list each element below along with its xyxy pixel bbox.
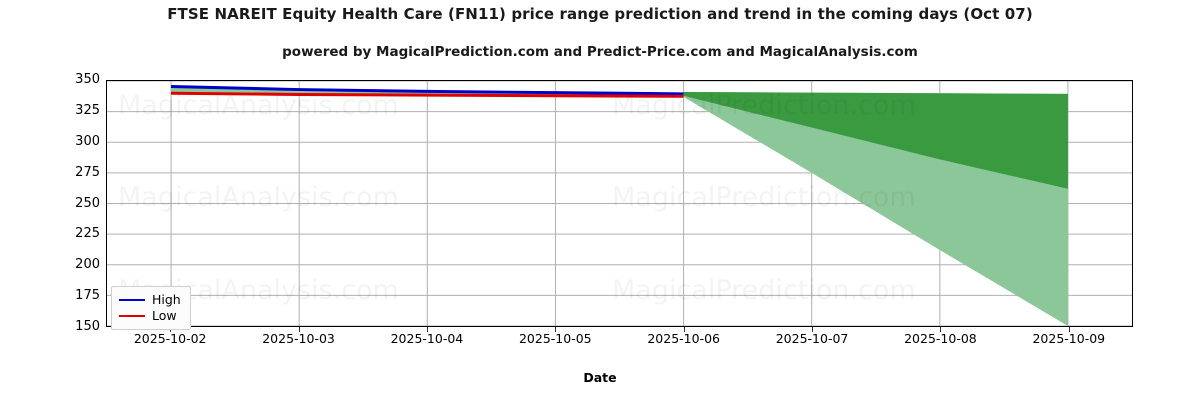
x-tick-mark	[298, 327, 300, 332]
x-tick-mark	[683, 327, 685, 332]
y-tick-label: 250	[75, 195, 100, 211]
x-tick-mark	[940, 327, 942, 332]
legend-item: Low	[119, 308, 181, 324]
y-tick-label: 325	[75, 102, 100, 118]
legend-swatch-low	[119, 315, 145, 317]
x-tick-label: 2025-10-07	[775, 331, 849, 346]
y-tick-label: 175	[75, 288, 100, 304]
x-axis-label: Date	[583, 370, 617, 385]
x-tick-mark	[1068, 327, 1070, 332]
legend-swatch-high	[119, 299, 145, 301]
chart-canvas	[107, 81, 1132, 326]
x-tick-mark	[812, 327, 814, 332]
legend-item: High	[119, 292, 181, 308]
x-axis-tick-labels: 2025-10-02 2025-10-03 2025-10-04 2025-10-05…	[0, 327, 1200, 361]
x-tick-mark	[426, 327, 428, 332]
x-tick-label: 2025-10-09	[1032, 331, 1106, 346]
y-tick-label: 225	[75, 226, 100, 242]
chart-title: FTSE NAREIT Equity Health Care (FN11) pr…	[167, 5, 1033, 23]
y-tick-label: 350	[75, 72, 100, 87]
x-tick-label: 2025-10-05	[518, 331, 592, 346]
y-tick-label: 300	[75, 133, 100, 149]
legend-label-high: High	[152, 292, 181, 307]
legend-label-low: Low	[152, 308, 177, 323]
plot-area	[106, 80, 1133, 327]
y-tick-label: 200	[75, 257, 100, 273]
chart-legend[interactable]: High Low	[111, 286, 191, 330]
x-tick-label: 2025-10-02	[133, 331, 207, 346]
chart-subtitle: powered by MagicalPrediction.com and Pre…	[282, 44, 918, 60]
y-tick-label: 275	[75, 164, 100, 180]
x-tick-label: 2025-10-03	[262, 331, 335, 346]
y-tick-label: 150	[75, 319, 100, 334]
x-tick-label: 2025-10-06	[647, 331, 721, 346]
x-tick-mark	[555, 327, 557, 332]
x-tick-label: 2025-10-08	[904, 331, 977, 346]
x-tick-label: 2025-10-04	[390, 331, 464, 346]
y-axis-tick-labels: 150 175 200 225 250 275 300 325 350	[48, 0, 153, 400]
